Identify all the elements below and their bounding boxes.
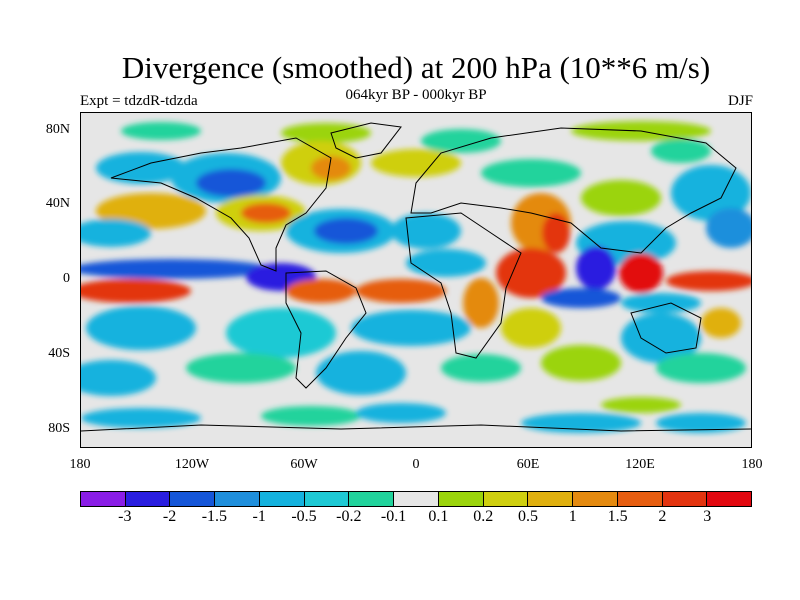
colorbar-label: 2 xyxy=(658,508,667,525)
colorbar-swatch xyxy=(170,492,216,506)
colorbar-label: 1 xyxy=(568,508,577,525)
colorbar-label: 0.2 xyxy=(473,508,494,525)
experiment-label: Expt = tdzdR-tdzda xyxy=(80,93,198,109)
coastlines xyxy=(81,122,751,432)
lat-tick-label: 80S xyxy=(48,421,70,436)
colorbar-swatch xyxy=(438,492,484,506)
colorbar-label: 0.1 xyxy=(428,508,449,525)
colorbar xyxy=(80,491,752,507)
lon-tick-label: 120W xyxy=(174,457,210,472)
colorbar-swatch xyxy=(483,492,529,506)
season-label: DJF xyxy=(727,93,753,109)
colorbar-swatch xyxy=(528,492,574,506)
divergence-field xyxy=(81,121,751,433)
colorbar-swatch xyxy=(617,492,663,506)
colorbar-swatch xyxy=(81,492,126,506)
colorbar-label: -1.5 xyxy=(201,508,228,525)
lon-tick-label: 0 xyxy=(412,457,420,472)
colorbar-swatch xyxy=(259,492,305,506)
map-title: Divergence (smoothed) at 200 hPa (10**6 … xyxy=(121,50,711,85)
colorbar-swatch xyxy=(662,492,708,506)
lat-tick-label: 0 xyxy=(63,271,70,286)
map-subtitle: 064kyr BP - 000kyr BP xyxy=(345,87,487,103)
colorbar-swatch xyxy=(125,492,171,506)
colorbar-swatch xyxy=(573,492,618,506)
colorbar-swatch xyxy=(215,492,260,506)
colorbar-label: -0.1 xyxy=(380,508,407,525)
lon-tick-label: 60W xyxy=(290,457,318,472)
colorbar-swatch xyxy=(304,492,350,506)
colorbar-label: -2 xyxy=(162,508,177,525)
lon-tick-label: 180 xyxy=(69,457,91,472)
lat-tick-label: 40N xyxy=(45,196,70,211)
lon-tick-label: 180 xyxy=(741,457,763,472)
colorbar-label: 1.5 xyxy=(607,508,628,525)
colorbar-swatch xyxy=(394,492,439,506)
colorbar-label: -0.5 xyxy=(291,508,317,525)
colorbar-label: 3 xyxy=(703,508,712,525)
lon-tick-label: 60E xyxy=(516,457,540,472)
lon-tick-label: 120E xyxy=(625,457,655,472)
colorbar-label: -3 xyxy=(118,508,132,525)
lat-tick-label: 40S xyxy=(48,346,70,361)
lat-tick-label: 80N xyxy=(45,122,70,137)
divergence-map xyxy=(80,112,752,448)
colorbar-label: 0.5 xyxy=(518,508,538,525)
colorbar-swatch xyxy=(707,492,752,506)
colorbar-label: -0.2 xyxy=(336,508,362,525)
colorbar-swatch xyxy=(349,492,395,506)
colorbar-label: -1 xyxy=(252,508,266,525)
